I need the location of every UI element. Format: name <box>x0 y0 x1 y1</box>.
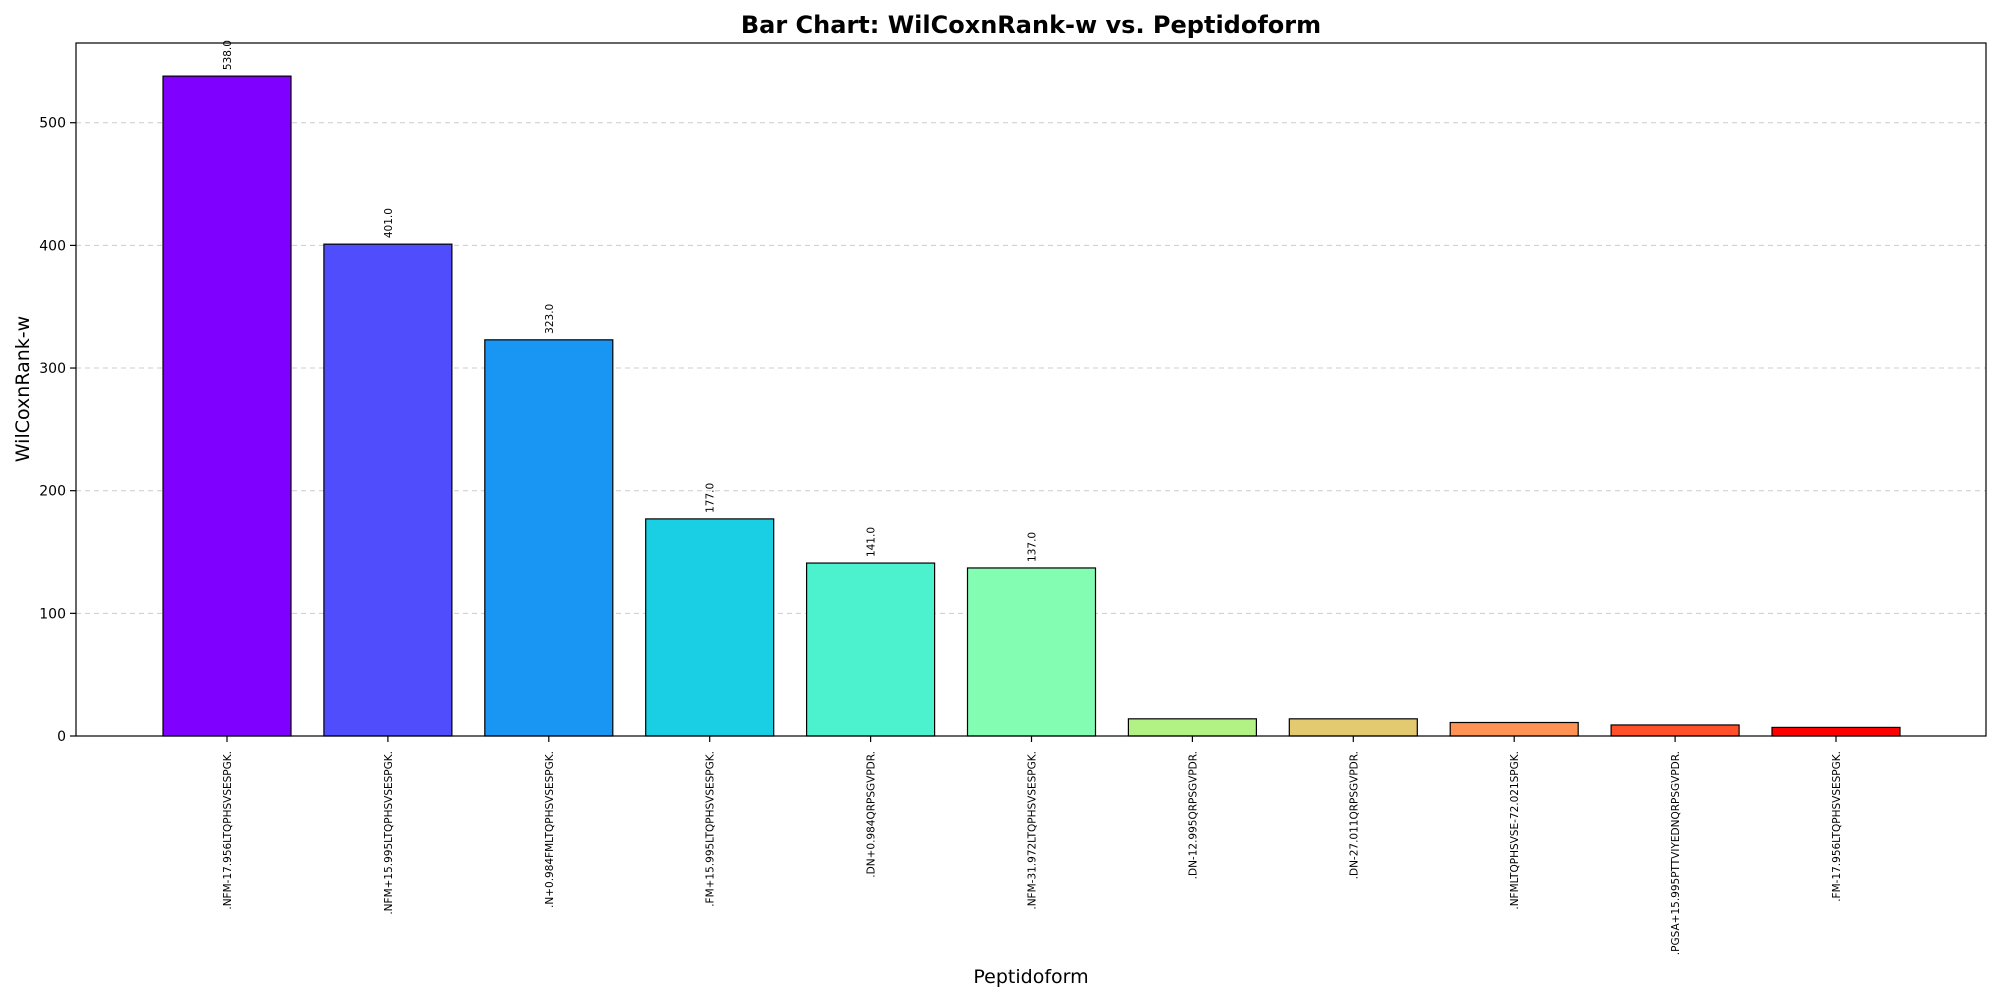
x-tick-label: .NFMLTQPHSVSE-72.021SPGK. <box>1509 751 1521 910</box>
y-tick-label: 0 <box>57 729 66 745</box>
bars-layer <box>162 75 1901 737</box>
x-tick-label: .FM+15.995LTQPHSVSESPGK. <box>705 751 717 907</box>
bar <box>484 339 614 737</box>
y-tick-label: 400 <box>39 238 66 254</box>
y-tick-label: 200 <box>39 484 66 500</box>
x-tick-label: .NFM-17.956LTQPHSVSESPGK. <box>222 751 234 910</box>
bar <box>1610 724 1740 737</box>
value-label: 538.0 <box>222 40 234 70</box>
x-tick-label: .DN-12.995QRPSGVPDR. <box>1187 751 1199 879</box>
value-label: 401.0 <box>383 208 395 238</box>
x-tick-label: .DN+0.984QRPSGVPDR. <box>866 751 878 878</box>
value-label: 323.0 <box>544 304 556 334</box>
bar <box>645 518 775 737</box>
x-tick-label: .FM-17.956LTQPHSVSESPGK. <box>1831 751 1843 902</box>
y-axis-label: WilCoxnRank-w <box>12 316 34 462</box>
chart-title: Bar Chart: WilCoxnRank-w vs. Peptidoform <box>741 11 1321 39</box>
x-tick-label: .DN-27.011QRPSGVPDR. <box>1348 751 1360 879</box>
bar <box>1771 726 1901 737</box>
x-tick-label: .N+0.984FMLTQPHSVSESPGK. <box>544 751 556 908</box>
x-tick-label: .NFM-31.972LTQPHSVSESPGK. <box>1027 751 1039 910</box>
y-tick-label: 100 <box>39 606 66 622</box>
x-axis-label: Peptidoform <box>973 966 1088 988</box>
value-label: 177.0 <box>705 483 717 513</box>
y-tick-label: 300 <box>39 361 66 377</box>
bar <box>966 567 1097 737</box>
value-label: 137.0 <box>1027 532 1039 562</box>
bar <box>323 243 453 737</box>
bar <box>1127 718 1258 737</box>
x-tick-label: .NFM+15.995LTQPHSVSESPGK. <box>383 751 395 915</box>
x-axis: .NFM-17.956LTQPHSVSESPGK. .NFM+15.995LTQP… <box>222 736 1843 955</box>
bar <box>805 562 936 737</box>
y-axis: 0 100 200 300 400 500 <box>39 116 76 745</box>
x-tick-label: .PGSA+15.995PTTVIYEDNQRPSGVPDR. <box>1670 751 1682 955</box>
bar <box>162 75 292 737</box>
bar <box>1288 718 1418 737</box>
bar <box>1449 721 1579 737</box>
value-label: 141.0 <box>866 527 878 557</box>
y-tick-label: 500 <box>39 116 66 132</box>
value-labels: 538.0 401.0 323.0 177.0 141.0 137.0 <box>222 40 1039 562</box>
